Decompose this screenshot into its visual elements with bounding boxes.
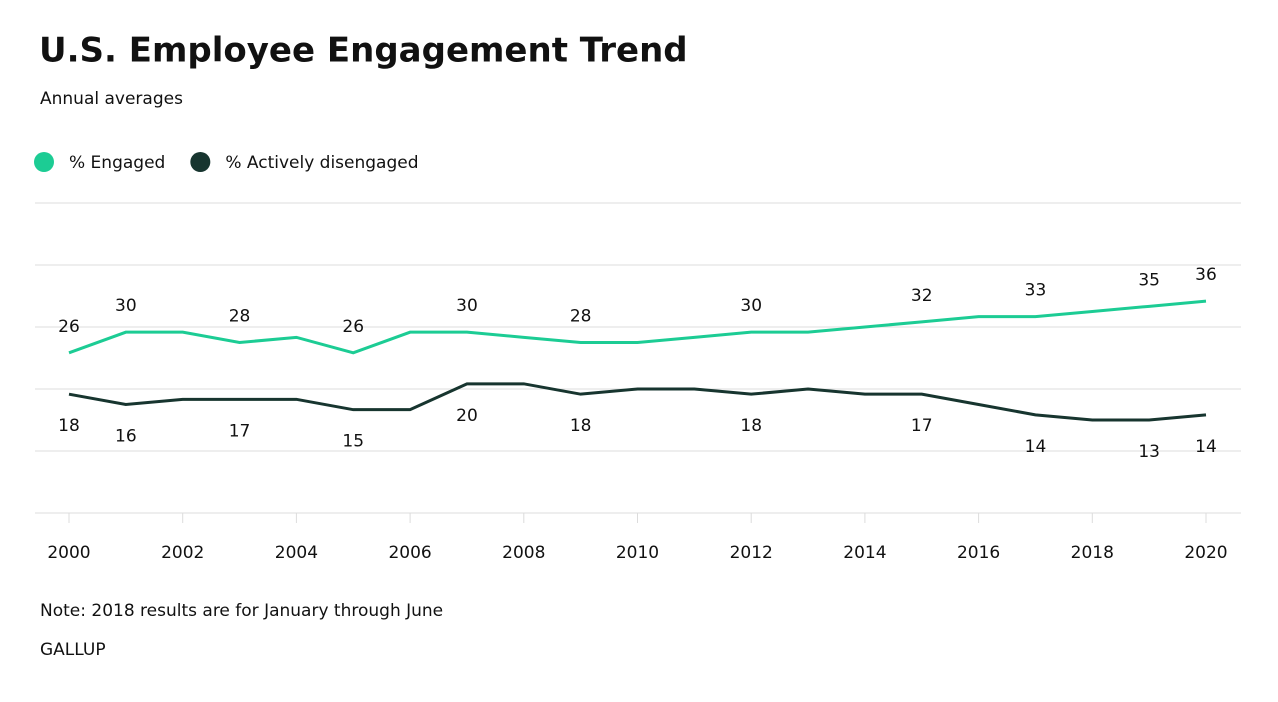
data-label: 26 <box>58 317 80 337</box>
data-label: 13 <box>1138 442 1160 462</box>
chart-subtitle: Annual averages <box>40 89 183 109</box>
data-label: 14 <box>1195 437 1217 457</box>
x-tick-label: 2012 <box>730 543 773 563</box>
legend-marker <box>190 152 211 172</box>
data-label: 18 <box>570 416 592 436</box>
data-label: 30 <box>115 296 137 316</box>
data-label: 35 <box>1138 270 1160 290</box>
legend-label: % Engaged <box>69 153 165 173</box>
data-label: 20 <box>456 406 478 426</box>
data-label: 30 <box>740 296 762 316</box>
x-tick-label: 2018 <box>1071 543 1114 563</box>
data-label: 32 <box>911 286 933 306</box>
x-tick-label: 2016 <box>957 543 1000 563</box>
x-tick-label: 2004 <box>275 543 318 563</box>
data-label: 28 <box>229 307 251 327</box>
data-label: 17 <box>229 421 251 441</box>
legend-marker <box>34 152 54 172</box>
x-tick-label: 2010 <box>616 543 659 563</box>
line-series <box>68 382 1207 422</box>
chart-title: U.S. Employee Engagement Trend <box>39 31 688 71</box>
data-label: 33 <box>1025 281 1047 301</box>
data-label: 26 <box>342 317 364 337</box>
x-tick-label: 2020 <box>1184 543 1227 563</box>
note: Note: 2018 results are for January throu… <box>40 601 443 621</box>
data-label: 16 <box>115 427 137 447</box>
legend-label: % Actively disengaged <box>225 153 418 173</box>
x-tick-label: 2008 <box>502 543 545 563</box>
line-series <box>68 299 1207 355</box>
x-tick-label: 2014 <box>843 543 886 563</box>
x-tick-label: 2006 <box>388 543 431 563</box>
data-label: 15 <box>342 432 364 452</box>
data-label: 18 <box>58 416 80 436</box>
source: GALLUP <box>40 640 106 660</box>
data-label: 17 <box>911 416 933 436</box>
data-label: 28 <box>570 307 592 327</box>
data-label: 14 <box>1025 437 1047 457</box>
x-tick-label: 2000 <box>47 543 90 563</box>
data-label: 30 <box>456 296 478 316</box>
data-label: 18 <box>740 416 762 436</box>
data-label: 36 <box>1195 265 1217 285</box>
x-tick-label: 2002 <box>161 543 204 563</box>
